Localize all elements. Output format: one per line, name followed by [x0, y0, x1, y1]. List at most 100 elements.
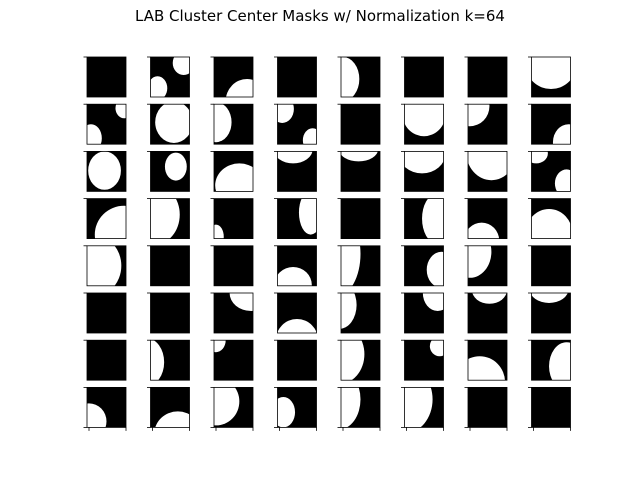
subplot-frame: [340, 292, 381, 334]
mask-region: [468, 104, 490, 127]
mask-subplot-r2-c6: [464, 150, 508, 192]
subplot-frame: [86, 103, 127, 145]
mask-region: [229, 293, 253, 311]
mask-region: [155, 104, 190, 143]
mask-region: [298, 198, 317, 235]
mask-subplot-r0-c2: [210, 56, 254, 98]
mask-subplot-r1-c3: [274, 103, 317, 145]
mask-subplot-r2-c1: [147, 150, 190, 192]
mask-subplot-r4-c3: [274, 245, 317, 287]
mask-subplot-r6-c6: [464, 339, 508, 381]
subplot-frame: [340, 198, 381, 240]
subplot-frame: [150, 292, 190, 334]
mask-subplot-r4-c0: [83, 245, 127, 287]
mask-subplot-r4-c2: [210, 245, 254, 287]
mask-background: [214, 245, 253, 286]
subplot-frame: [150, 56, 190, 98]
mask-region: [341, 387, 361, 428]
mask-subplot-r4-c6: [464, 245, 508, 287]
mask-background: [150, 245, 190, 286]
mask-region: [214, 340, 226, 353]
subplot-frame: [404, 56, 444, 98]
mask-region: [531, 57, 571, 89]
subplot-frame: [277, 198, 317, 240]
mask-subplot-r7-c2: [210, 386, 254, 431]
mask-subplot-r7-c0: [83, 386, 127, 431]
subplot-frame: [404, 386, 444, 428]
mask-subplot-r7-c4: [337, 386, 381, 431]
mask-region: [552, 124, 571, 145]
subplot-frame: [213, 339, 254, 381]
subplot-frame: [213, 386, 254, 428]
subplot-frame: [340, 245, 381, 287]
mask-region: [549, 342, 571, 381]
subplot-frame: [531, 56, 571, 98]
subplot-frame: [277, 386, 317, 428]
mask-subplot-r0-c4: [337, 56, 381, 98]
mask-subplot-r0-c1: [147, 56, 190, 98]
mask-subplot-r4-c1: [147, 245, 190, 287]
subplot-frame: [213, 198, 254, 240]
mask-region: [150, 76, 168, 97]
mask-subplot-r3-c2: [210, 198, 254, 240]
mask-region: [531, 293, 568, 303]
subplot-frame: [150, 339, 190, 381]
mask-background: [277, 340, 317, 381]
mask-region: [426, 251, 444, 286]
mask-region: [87, 403, 107, 428]
mask-region: [429, 340, 444, 357]
mask-region: [94, 205, 126, 239]
mask-subplot-r4-c7: [528, 245, 571, 287]
subplot-frame: [404, 198, 444, 240]
mask-subplot-r2-c5: [401, 150, 444, 192]
mask-subplot-r5-c0: [83, 292, 127, 334]
mask-region: [277, 267, 312, 286]
mask-region: [226, 79, 253, 97]
mask-subplot-r7-c1: [147, 386, 190, 431]
mask-subplot-r5-c5: [401, 292, 444, 334]
mask-region: [155, 411, 190, 428]
mask-region: [214, 224, 224, 239]
mask-region: [341, 340, 365, 381]
subplot-frame: [404, 245, 444, 287]
subplot-frame: [213, 292, 254, 334]
subplot-frame: [404, 339, 444, 381]
subplot-frame: [404, 150, 444, 192]
subplot-frame: [213, 150, 254, 192]
subplot-frame: [86, 339, 127, 381]
mask-region: [87, 245, 122, 286]
mask-region: [87, 124, 102, 145]
subplot-frame: [277, 245, 317, 287]
mask-region: [404, 387, 433, 428]
mask-subplot-r5-c4: [337, 292, 381, 334]
subplot-frame: [277, 339, 317, 381]
mask-region: [468, 356, 505, 381]
mask-subplot-r7-c3: [274, 386, 317, 431]
subplot-frame: [467, 150, 508, 192]
mask-subplot-r1-c4: [337, 103, 381, 145]
subplot-frame: [86, 245, 127, 287]
mask-subplot-r3-c5: [401, 198, 444, 240]
mask-background: [468, 57, 507, 97]
subplot-frame: [277, 103, 317, 145]
mask-region: [404, 104, 444, 137]
subplot-frame: [531, 198, 571, 240]
subplot-frame: [467, 56, 508, 98]
mask-background: [341, 198, 380, 239]
mask-region: [214, 104, 232, 143]
mask-background: [87, 57, 126, 97]
mask-subplot-r5-c6: [464, 292, 508, 334]
mask-background: [531, 245, 571, 286]
mask-subplot-r0-c3: [274, 56, 317, 98]
subplot-frame: [150, 150, 190, 192]
mask-subplot-r6-c1: [147, 339, 190, 381]
subplot-frame: [213, 56, 254, 98]
mask-subplot-r2-c3: [274, 150, 317, 192]
mask-region: [422, 198, 444, 239]
mask-region: [531, 209, 571, 239]
mask-subplot-r0-c0: [83, 56, 127, 98]
mask-region: [531, 151, 548, 164]
mask-subplot-r5-c7: [528, 292, 571, 334]
subplot-frame: [467, 103, 508, 145]
